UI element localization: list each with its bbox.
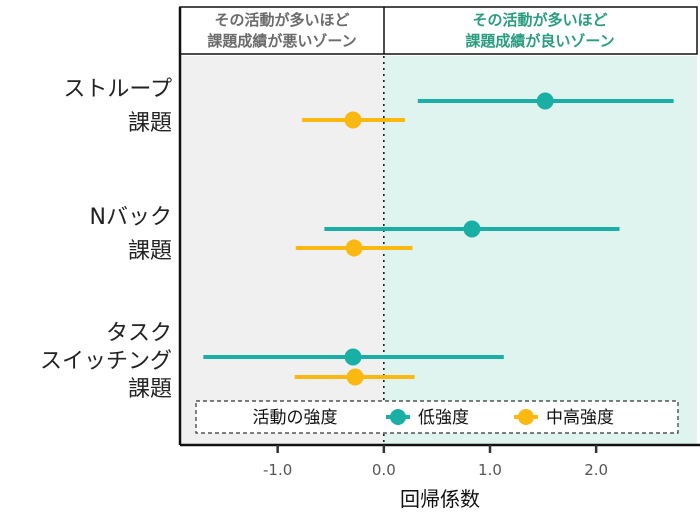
x-tick-label: 0.0: [372, 461, 396, 479]
category-label-2-line1: スイッチング: [40, 349, 172, 374]
legend-box: [195, 400, 679, 434]
x-tick-label: -1.0: [263, 461, 292, 479]
point-low-2: [344, 348, 362, 366]
category-label-2-line2: 課題: [128, 377, 172, 402]
positive-zone: [383, 56, 697, 445]
legend-label-midhigh: 中高強度: [546, 408, 614, 428]
legend-item-low: 低強度: [386, 408, 469, 428]
category-label-1-line0: Nバック: [90, 205, 172, 230]
category-label-0-line1: 課題: [128, 111, 172, 136]
legend-marker-midhigh: [518, 409, 534, 425]
category-label-1-line1: 課題: [128, 239, 172, 264]
negative-zone-label-line2: 課題成績が悪いゾーン: [207, 32, 356, 50]
zone-header-box: [179, 6, 698, 55]
legend: 活動の強度 低強度 中高強度: [195, 400, 679, 434]
point-low-1: [463, 220, 481, 238]
legend-marker-low: [390, 409, 406, 425]
legend-title: 活動の強度: [253, 408, 338, 428]
legend-label-low: 低強度: [418, 408, 469, 428]
point-low-0: [536, 92, 554, 110]
negative-zone-label-line1: その活動が多いほど: [214, 11, 349, 29]
zone-header: その活動が多いほど 課題成績が悪いゾーン その活動が多いほど 課題成績が良いゾー…: [179, 6, 698, 55]
x-axis-label: 回帰係数: [400, 487, 480, 511]
positive-zone-label-line1: その活動が多いほど: [472, 11, 607, 29]
category-label-2-line0: タスク: [106, 321, 172, 346]
category-label-0-line0: ストループ: [63, 77, 172, 102]
x-tick-label: 2.0: [584, 461, 608, 479]
point-midhigh-1: [345, 239, 363, 257]
x-tick-label: 1.0: [478, 461, 502, 479]
positive-zone-label-line2: 課題成績が良いゾーン: [465, 32, 614, 50]
legend-item-midhigh: 中高強度: [514, 408, 614, 428]
point-midhigh-0: [344, 111, 362, 129]
point-midhigh-2: [346, 368, 364, 386]
